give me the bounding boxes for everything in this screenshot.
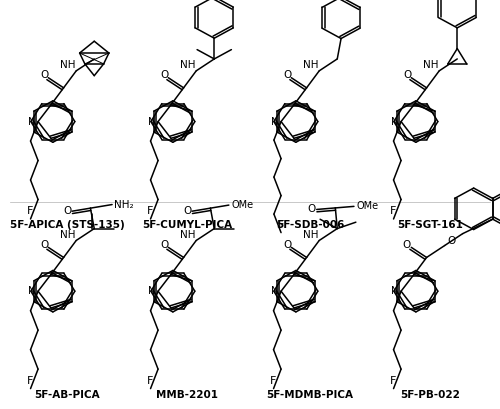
Text: O: O (403, 70, 411, 80)
Text: N: N (391, 286, 398, 296)
Text: O: O (40, 240, 48, 249)
Text: N: N (271, 117, 278, 126)
Text: 5F-APICA (STS-135): 5F-APICA (STS-135) (10, 220, 124, 230)
Text: N: N (271, 286, 278, 296)
Text: O: O (63, 206, 71, 216)
Text: 5F-PB-022: 5F-PB-022 (400, 390, 460, 400)
Text: NH: NH (60, 61, 76, 70)
Text: NH: NH (304, 230, 319, 240)
Text: O: O (448, 236, 456, 246)
Text: NH₂: NH₂ (114, 200, 134, 209)
Text: 5F-SDB-006: 5F-SDB-006 (276, 220, 344, 230)
Text: NH: NH (180, 61, 196, 70)
Text: O: O (160, 70, 168, 80)
Text: O: O (308, 204, 316, 214)
Text: F: F (28, 376, 34, 386)
Text: O: O (283, 70, 292, 80)
Text: N: N (28, 286, 35, 296)
Text: O: O (402, 240, 410, 249)
Text: F: F (390, 376, 396, 386)
Text: N: N (28, 117, 35, 126)
Text: F: F (270, 376, 276, 386)
Text: NH: NH (304, 61, 319, 70)
Text: NH: NH (60, 230, 76, 240)
Text: O: O (160, 240, 168, 249)
Text: O: O (40, 70, 48, 80)
Text: N: N (148, 117, 155, 126)
Text: F: F (28, 207, 34, 216)
Text: N: N (391, 117, 398, 126)
Text: F: F (148, 376, 154, 386)
Text: 5F-MDMB-PICA: 5F-MDMB-PICA (266, 390, 354, 400)
Text: O: O (183, 206, 191, 216)
Text: OMe: OMe (232, 200, 254, 210)
Text: F: F (148, 207, 154, 216)
Text: 5F-AB-PICA: 5F-AB-PICA (34, 390, 100, 400)
Text: 5F-SGT-161: 5F-SGT-161 (397, 220, 463, 230)
Text: MMB-2201: MMB-2201 (156, 390, 218, 400)
Text: N: N (148, 286, 155, 296)
Text: O: O (283, 240, 292, 249)
Text: NH: NH (180, 230, 196, 240)
Text: F: F (278, 220, 284, 230)
Text: NH: NH (424, 61, 439, 70)
Text: OMe: OMe (357, 201, 379, 211)
Text: F: F (390, 207, 396, 216)
Text: 5F-CUMYL-PICA: 5F-CUMYL-PICA (142, 220, 232, 230)
